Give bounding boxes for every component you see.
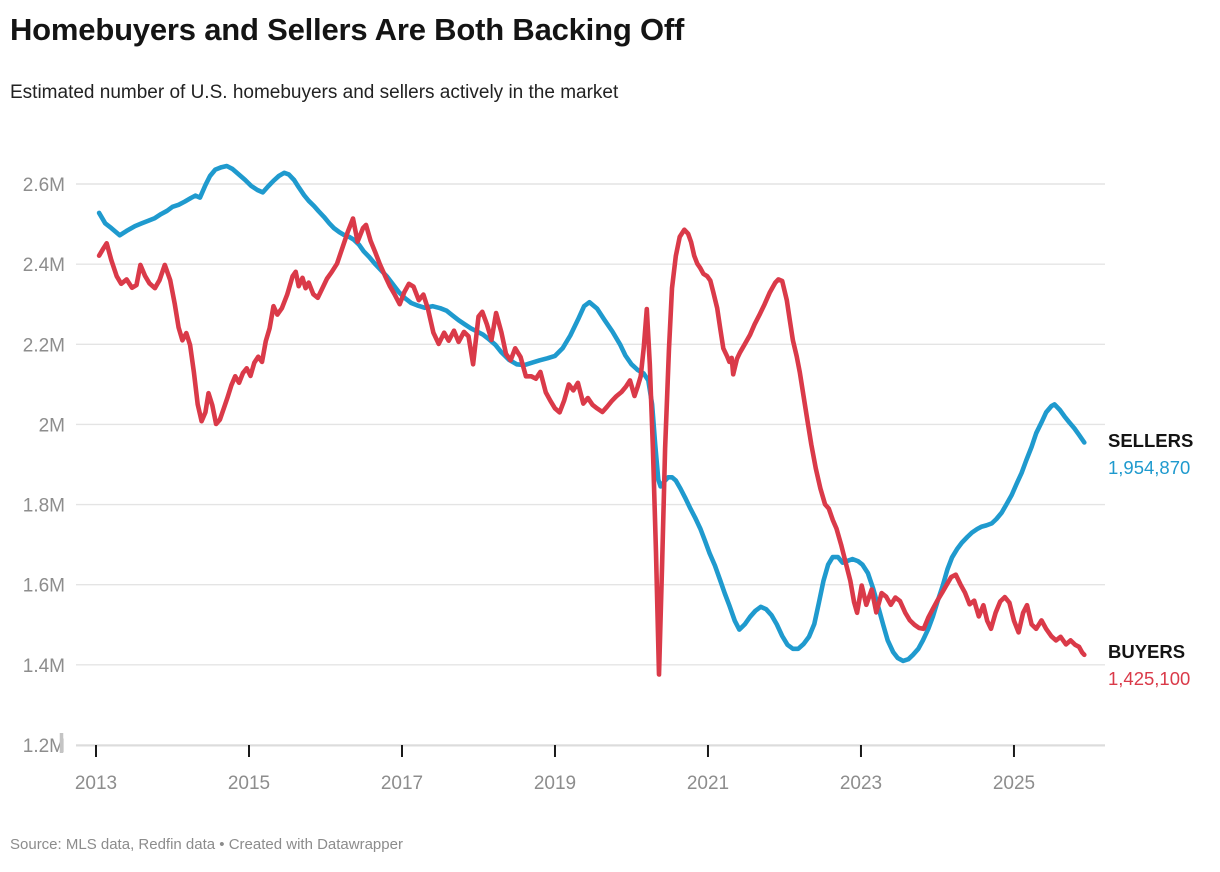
page-title: Homebuyers and Sellers Are Both Backing … <box>10 12 685 47</box>
y-axis-label: 2.4M <box>23 255 65 276</box>
buyers-series-value: 1,425,100 <box>1108 668 1190 689</box>
y-axis-label: 2.6M <box>23 175 65 196</box>
grid-layer: 2.6M 2.4M 2.2M 2M 1.8M 1.6M 1.4M 1.2M <box>23 175 1105 757</box>
x-axis-label: 2013 <box>75 773 117 794</box>
x-axis-label: 2015 <box>228 773 270 794</box>
y-axis-label: 2M <box>39 415 65 436</box>
series-layer <box>96 163 1087 677</box>
sellers-line[interactable] <box>96 163 1087 664</box>
y-axis-label: 1.8M <box>23 496 65 517</box>
x-axis-label: 2025 <box>993 773 1035 794</box>
x-axis-label: 2023 <box>840 773 882 794</box>
axis-layer: 2013 2015 2017 2019 2021 2023 2025 <box>59 733 1105 794</box>
source-credit: Source: MLS data, Redfin data • Created … <box>10 836 403 853</box>
buyers-line[interactable] <box>96 216 1087 677</box>
x-axis-label: 2021 <box>687 773 729 794</box>
sellers-series-label: SELLERS <box>1108 430 1193 451</box>
y-axis-label: 2.2M <box>23 335 65 356</box>
y-axis-label: 1.6M <box>23 576 65 597</box>
series-end-labels: SELLERS 1,954,870 BUYERS 1,425,100 <box>1108 430 1193 689</box>
y-axis-label: 1.4M <box>23 656 65 677</box>
sellers-series-value: 1,954,870 <box>1108 457 1190 478</box>
buyers-series-label: BUYERS <box>1108 641 1185 662</box>
x-axis-label: 2019 <box>534 773 576 794</box>
chart-subtitle: Estimated number of U.S. homebuyers and … <box>10 82 619 103</box>
x-axis-label: 2017 <box>381 773 423 794</box>
y-axis-label: 1.2M <box>23 736 65 757</box>
